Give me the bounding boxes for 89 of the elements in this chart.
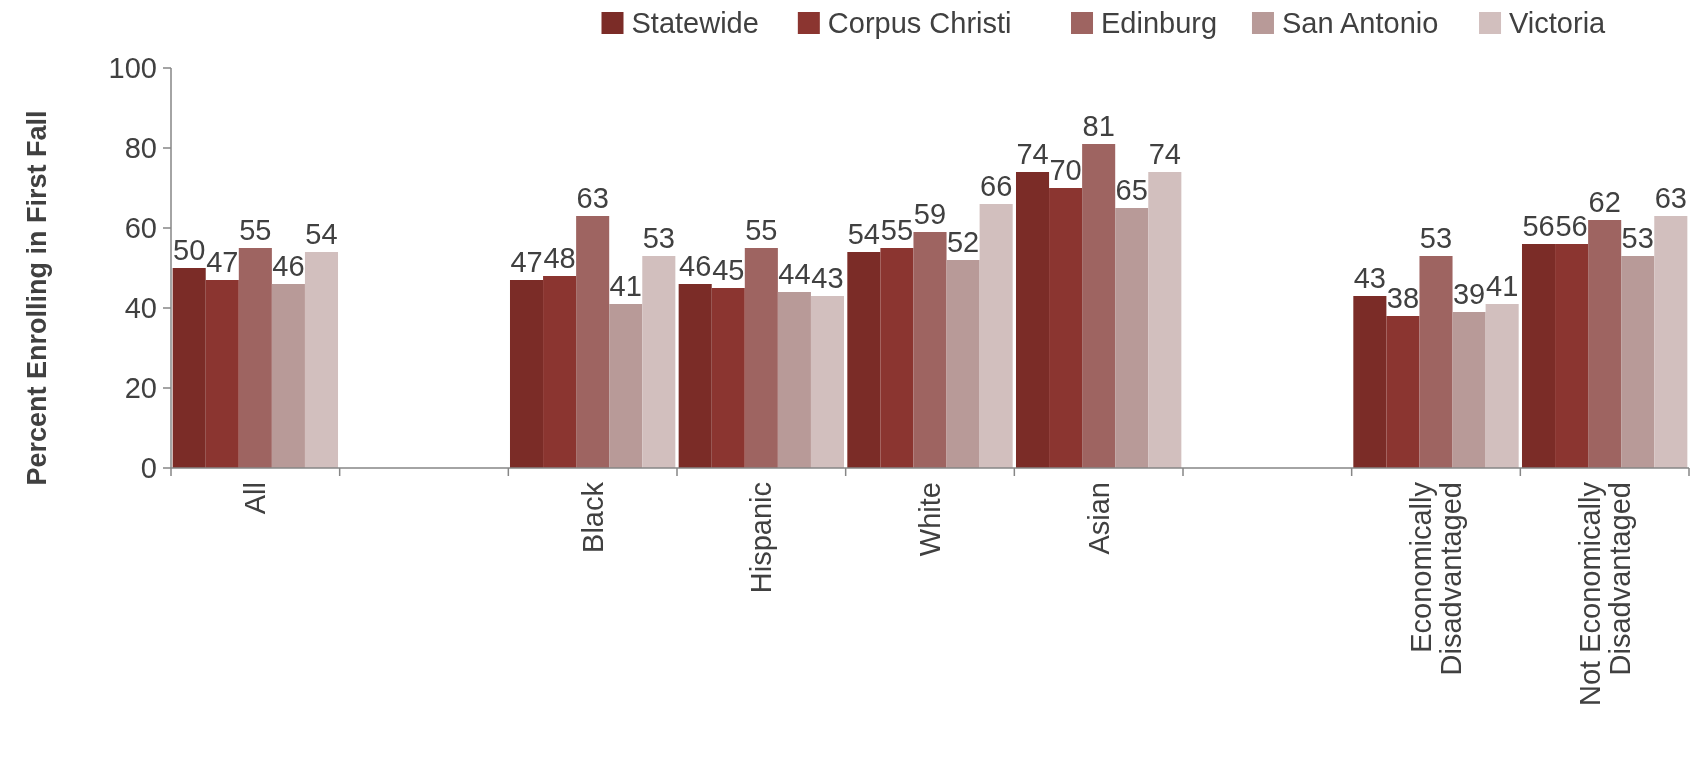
data-label: 41 (1486, 270, 1519, 302)
bar (543, 276, 577, 468)
y-axis-title: Percent Enrolling in First Fall (22, 110, 52, 486)
bar (979, 204, 1013, 468)
data-label: 62 (1588, 186, 1621, 218)
bar (1353, 296, 1387, 468)
bar (1049, 188, 1083, 468)
data-label: 59 (913, 198, 947, 230)
data-label: 39 (1452, 278, 1486, 310)
data-label: 55 (745, 214, 778, 246)
bar (1521, 244, 1556, 468)
bar (1555, 244, 1589, 468)
x-tick-label: Economically Disadvantaged (1404, 481, 1468, 676)
bar (1015, 172, 1050, 468)
data-label: 56 (1522, 210, 1555, 242)
bar (205, 280, 239, 468)
x-tick-label: Black (576, 481, 609, 553)
x-tick-label: Hispanic (745, 482, 778, 594)
data-label: 46 (679, 250, 712, 282)
x-tick-label: White (914, 482, 947, 557)
data-label: 41 (609, 270, 642, 302)
data-label: 54 (847, 218, 880, 250)
bar (271, 284, 305, 468)
bar (304, 252, 339, 468)
bar (880, 248, 914, 468)
bar (172, 268, 206, 468)
bar (1588, 220, 1622, 468)
x-tick-label: All (239, 482, 272, 515)
data-label: 55 (239, 214, 272, 246)
x-tick-label: Asian (1082, 482, 1115, 555)
data-label: 53 (1621, 222, 1654, 254)
bar (1115, 208, 1149, 468)
data-label: 54 (305, 218, 338, 250)
data-label: 70 (1049, 154, 1082, 186)
bar (1485, 304, 1519, 468)
legend-label: Corpus Christi (827, 7, 1012, 40)
data-label: 48 (543, 242, 576, 274)
y-tick-label: 80 (124, 132, 157, 165)
bar (744, 248, 778, 468)
data-label: 66 (980, 170, 1013, 202)
bar (810, 296, 845, 468)
data-label: 43 (1353, 262, 1386, 294)
data-label: 74 (1148, 138, 1181, 170)
data-label: 52 (946, 226, 980, 258)
bar (711, 288, 745, 468)
data-label: 47 (206, 246, 239, 278)
bar (576, 216, 610, 468)
data-label: 47 (510, 246, 543, 278)
data-label: 38 (1386, 282, 1420, 314)
data-label: 53 (1419, 222, 1453, 254)
bar (1386, 316, 1420, 468)
y-tick-label: 20 (124, 372, 157, 405)
data-label: 45 (712, 254, 745, 286)
data-label: 46 (272, 250, 305, 282)
bar (609, 304, 643, 468)
data-label: 63 (1654, 182, 1687, 214)
data-label: 43 (811, 262, 844, 294)
bar (642, 256, 676, 468)
legend-label: Statewide (631, 7, 759, 40)
data-label: 53 (642, 222, 675, 254)
bar (1621, 256, 1655, 468)
data-label: 65 (1115, 174, 1148, 206)
data-label: 74 (1016, 138, 1049, 170)
bar (678, 284, 712, 468)
bar (1452, 312, 1486, 468)
y-tick-label: 40 (124, 292, 157, 325)
bar (1654, 216, 1688, 468)
x-tick-label: Not Economically Disadvantaged (1573, 481, 1637, 707)
data-label: 44 (778, 258, 811, 290)
bar (946, 260, 980, 468)
bar (847, 252, 881, 468)
legend-label: San Antonio (1281, 7, 1439, 40)
bar (777, 292, 811, 468)
legend-label: Victoria (1509, 7, 1607, 40)
data-label: 50 (173, 234, 206, 266)
y-tick-label: 60 (124, 212, 157, 245)
data-label: 56 (1555, 210, 1588, 242)
y-tick-label: 0 (140, 452, 157, 485)
bar (1419, 256, 1453, 468)
data-label: 63 (576, 182, 609, 214)
data-label: 81 (1082, 110, 1115, 142)
bar (238, 248, 272, 468)
data-label: 55 (880, 214, 914, 246)
y-tick-label: 100 (108, 52, 157, 85)
bar (913, 232, 947, 468)
bar (509, 280, 544, 468)
legend-label: Edinburg (1101, 7, 1218, 40)
bar (1148, 172, 1182, 468)
bar (1082, 144, 1116, 468)
